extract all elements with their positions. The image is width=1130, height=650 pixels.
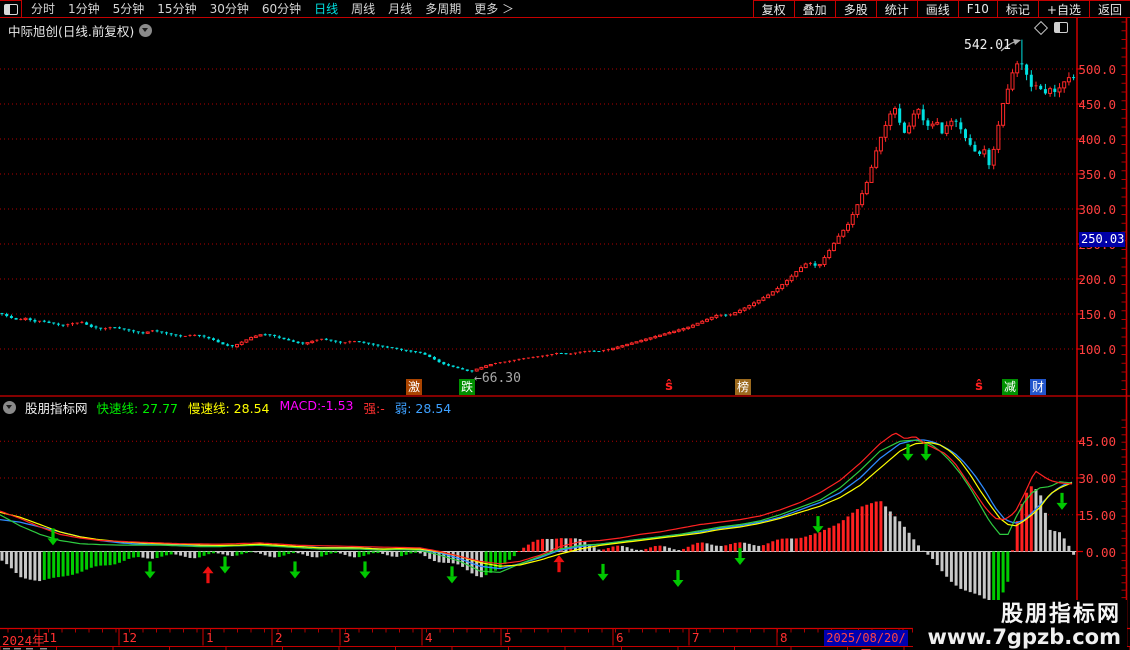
- chart-title-row: 中际旭创(日线.前复权): [8, 21, 153, 40]
- event-badge-5: 减: [1002, 379, 1018, 395]
- period-tab-5[interactable]: 60分钟: [261, 2, 302, 16]
- toolbar-action-7[interactable]: +自选: [1037, 1, 1089, 17]
- period-tab-10[interactable]: 更多 ＞: [474, 2, 515, 16]
- watermark: 股朋指标网 www.7gpzb.com: [913, 599, 1127, 650]
- toolbar-action-6[interactable]: 标记: [996, 1, 1038, 17]
- month-label-8: 8: [780, 630, 788, 645]
- chart-title: 中际旭创(日线.前复权): [8, 24, 135, 39]
- watermark-url: www.7gpzb.com: [927, 624, 1121, 649]
- indicator-axis-label-45.00: 45.00: [1078, 434, 1116, 450]
- indicator-field-0: 快速线: 27.77: [96, 401, 178, 416]
- period-tab-0[interactable]: 分时: [31, 2, 56, 16]
- toolbar-action-4[interactable]: 画线: [916, 1, 958, 17]
- chart-corner-icons: [1033, 20, 1068, 35]
- month-label-11: 11: [42, 630, 58, 645]
- month-label-3: 3: [343, 630, 351, 645]
- period-tabs: 分时 1分钟 5分钟 15分钟 30分钟 60分钟 日线 周线 月线 多周期 更多 ＞: [22, 0, 514, 17]
- period-tab-6[interactable]: 日线: [314, 2, 339, 16]
- period-tab-4[interactable]: 30分钟: [209, 2, 249, 16]
- event-badge-4: ŝ: [975, 379, 983, 394]
- month-label-5: 5: [504, 630, 512, 645]
- price-axis-label-400.0: 400.0: [1078, 132, 1116, 147]
- event-badge-3: 榜: [735, 379, 751, 395]
- month-label-1: 1: [206, 630, 214, 645]
- low-price-annotation: ←66.30: [474, 371, 521, 386]
- price-axis-label-300.0: 300.0: [1078, 202, 1116, 217]
- period-tab-9[interactable]: 多周期: [425, 2, 462, 16]
- period-tab-3[interactable]: 15分钟: [157, 2, 197, 16]
- split-window-icon[interactable]: [1054, 22, 1068, 33]
- toolbar-action-1[interactable]: 叠加: [793, 1, 835, 17]
- indicator-header: 股朋指标网 快速线: 27.77 慢速线: 28.54 MACD:-1.53 强:- 弱…: [3, 398, 451, 417]
- indicator-field-2: MACD:-1.53: [279, 398, 354, 413]
- indicator-axis-label-0.00: 0.00: [1085, 544, 1116, 560]
- toolbar-action-0[interactable]: 复权: [752, 1, 794, 17]
- indicator-name: 股朋指标网: [25, 401, 88, 416]
- toolbar-action-5[interactable]: F10: [957, 1, 997, 17]
- event-badge-2: ŝ: [665, 379, 673, 394]
- event-badge-6: 财: [1030, 379, 1046, 395]
- last-price-tag: 250.03: [1079, 231, 1125, 247]
- toolbar-actions: 复权 叠加 多股 统计 画线 F10 标记 +自选 返回: [752, 0, 1130, 17]
- period-tab-1[interactable]: 1分钟: [68, 2, 100, 16]
- chevron-down-icon[interactable]: [139, 24, 153, 37]
- indicator-axis-label-15.00: 15.00: [1078, 507, 1116, 523]
- indicator-values: 快速线: 27.77 慢速线: 28.54 MACD:-1.53 强:- 弱: 28.5…: [97, 398, 452, 417]
- toolbar-action-3[interactable]: 统计: [875, 1, 917, 17]
- price-axis-label-150.0: 150.0: [1078, 307, 1116, 322]
- event-badge-1: 跌: [459, 379, 475, 395]
- collapse-panel-icon[interactable]: [3, 401, 16, 414]
- event-badge-0: 激: [406, 379, 422, 395]
- year-label: 2024年: [2, 633, 45, 648]
- price-axis-label-350.0: 350.0: [1078, 167, 1116, 182]
- high-price-annotation: 542.01: [964, 38, 1011, 53]
- month-label-6: 6: [616, 630, 624, 645]
- indicator-axis-label-30.00: 30.00: [1078, 471, 1116, 486]
- period-tab-8[interactable]: 月线: [388, 2, 413, 16]
- top-toolbar: 分时 1分钟 5分钟 15分钟 30分钟 60分钟 日线 周线 月线 多周期 更多 ＞ 复权 叠加 多股…: [0, 0, 1130, 18]
- month-label-4: 4: [425, 630, 433, 645]
- indicator-field-3: 强:-: [363, 401, 385, 416]
- price-axis-label-500.0: 500.0: [1078, 62, 1116, 77]
- toolbar-action-2[interactable]: 多股: [834, 1, 876, 17]
- toolbar-action-8[interactable]: 返回: [1088, 1, 1130, 17]
- month-label-7: 7: [692, 630, 700, 645]
- month-label-2: 2: [275, 630, 283, 645]
- period-tab-2[interactable]: 5分钟: [112, 2, 145, 16]
- selected-date-tag: 2025/08/20/三: [824, 629, 908, 650]
- split-window-icon: [3, 3, 18, 15]
- indicator-field-4: 弱: 28.54: [394, 401, 452, 416]
- diamond-icon[interactable]: [1033, 20, 1049, 35]
- price-axis-label-200.0: 200.0: [1078, 272, 1116, 287]
- indicator-field-1: 慢速线: 28.54: [188, 401, 270, 416]
- price-axis-label-450.0: 450.0: [1078, 97, 1116, 112]
- month-label-12: 12: [122, 630, 138, 645]
- window-layout-button[interactable]: [0, 0, 22, 17]
- price-axis-label-100.0: 100.0: [1078, 342, 1116, 357]
- watermark-site-name: 股朋指标网: [1000, 601, 1121, 627]
- period-tab-7[interactable]: 周线: [351, 2, 376, 16]
